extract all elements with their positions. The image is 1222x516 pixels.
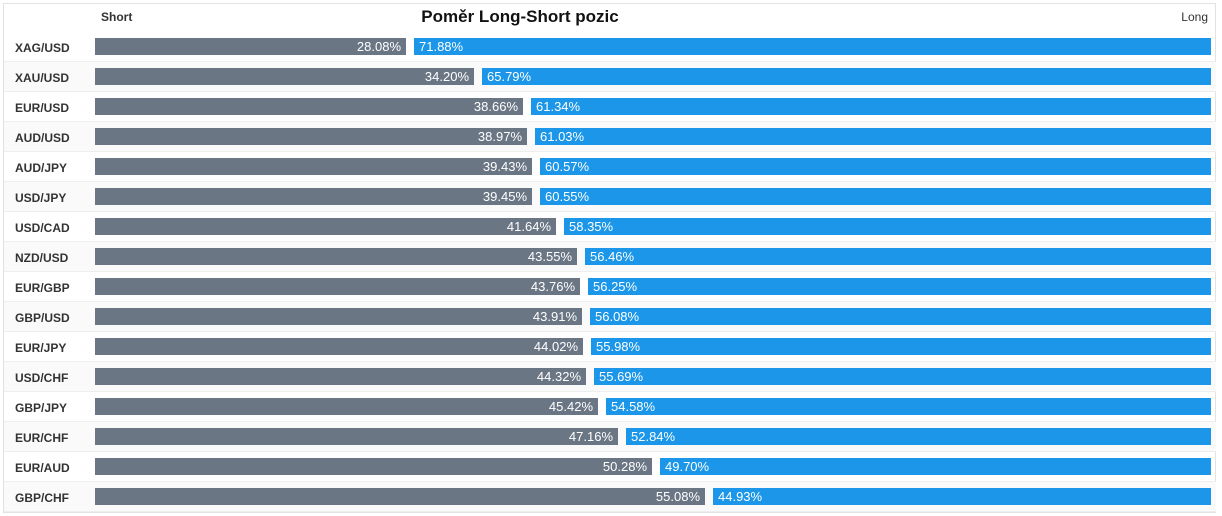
long-bar: 61.03% (535, 128, 1211, 145)
short-bar: 38.97% (95, 128, 527, 145)
row-divider (4, 91, 1216, 92)
long-bar: 54.58% (606, 398, 1211, 415)
currency-pair-label: EUR/GBP (15, 281, 70, 295)
long-bar: 61.34% (531, 98, 1211, 115)
table-row: USD/CHF 44.32% 55.69% (4, 362, 1216, 392)
short-bar: 39.43% (95, 158, 532, 175)
currency-pair-label: EUR/JPY (15, 341, 67, 355)
short-bar: 38.66% (95, 98, 523, 115)
currency-pair-label: GBP/CHF (15, 491, 69, 505)
short-bar: 55.08% (95, 488, 705, 505)
table-row: AUD/JPY 39.43% 60.57% (4, 152, 1216, 182)
table-row: EUR/GBP 43.76% 56.25% (4, 272, 1216, 302)
long-bar: 56.25% (588, 278, 1211, 295)
long-bar: 52.84% (626, 428, 1211, 445)
currency-pair-label: USD/CHF (15, 371, 69, 385)
row-divider (4, 451, 1216, 452)
short-bar: 44.02% (95, 338, 583, 355)
currency-pair-label: USD/JPY (15, 191, 67, 205)
currency-pair-label: AUD/JPY (15, 161, 68, 175)
table-row: XAU/USD 34.20% 65.79% (4, 62, 1216, 92)
table-row: EUR/AUD 50.28% 49.70% (4, 452, 1216, 482)
table-row: EUR/CHF 47.16% 52.84% (4, 422, 1216, 452)
long-bar: 60.55% (540, 188, 1211, 205)
currency-pair-label: GBP/JPY (15, 401, 68, 415)
currency-pair-label: GBP/USD (15, 311, 70, 325)
short-bar: 34.20% (95, 68, 474, 85)
short-bar: 43.76% (95, 278, 580, 295)
table-row: EUR/JPY 44.02% 55.98% (4, 332, 1216, 362)
row-divider (4, 211, 1216, 212)
row-divider (4, 421, 1216, 422)
table-row: GBP/JPY 45.42% 54.58% (4, 392, 1216, 422)
short-bar: 45.42% (95, 398, 598, 415)
row-divider (4, 241, 1216, 242)
currency-pair-label: EUR/USD (15, 101, 70, 115)
currency-pair-label: NZD/USD (15, 251, 69, 265)
row-divider (4, 121, 1216, 122)
row-divider (4, 181, 1216, 182)
long-bar: 55.98% (591, 338, 1211, 355)
short-column-header: Short (101, 10, 133, 24)
currency-pair-label: XAG/USD (15, 41, 70, 55)
table-row: EUR/USD 38.66% 61.34% (4, 92, 1216, 122)
table-row: XAG/USD 28.08% 71.88% (4, 32, 1216, 62)
long-bar: 60.57% (540, 158, 1211, 175)
long-bar: 58.35% (564, 218, 1211, 235)
row-divider (4, 61, 1216, 62)
currency-pair-label: AUD/USD (15, 131, 70, 145)
long-bar: 55.69% (594, 368, 1211, 385)
table-row: USD/JPY 39.45% 60.55% (4, 182, 1216, 212)
row-divider (4, 331, 1216, 332)
currency-pair-label: EUR/CHF (15, 431, 69, 445)
row-divider (4, 151, 1216, 152)
table-row: GBP/USD 43.91% 56.08% (4, 302, 1216, 332)
short-bar: 43.91% (95, 308, 582, 325)
short-bar: 43.55% (95, 248, 577, 265)
short-bar: 41.64% (95, 218, 556, 235)
long-bar: 49.70% (660, 458, 1211, 475)
row-divider (4, 481, 1216, 482)
long-bar: 56.08% (590, 308, 1211, 325)
long-bar: 71.88% (414, 38, 1211, 55)
short-bar: 28.08% (95, 38, 406, 55)
row-divider (4, 361, 1216, 362)
currency-pair-label: USD/CAD (15, 221, 70, 235)
table-row: AUD/USD 38.97% 61.03% (4, 122, 1216, 152)
long-bar: 65.79% (482, 68, 1211, 85)
chart-title: Poměr Long-Short pozic (421, 7, 619, 26)
row-divider (4, 511, 1216, 512)
row-divider (4, 271, 1216, 272)
table-row: NZD/USD 43.55% 56.46% (4, 242, 1216, 272)
row-divider (4, 391, 1216, 392)
short-bar: 44.32% (95, 368, 586, 385)
short-bar: 39.45% (95, 188, 532, 205)
table-row: USD/CAD 41.64% 58.35% (4, 212, 1216, 242)
long-bar: 56.46% (585, 248, 1211, 265)
currency-pair-label: XAU/USD (15, 71, 70, 85)
row-divider (4, 301, 1216, 302)
table-row: GBP/CHF 55.08% 44.93% (4, 482, 1216, 512)
long-bar: 44.93% (713, 488, 1211, 505)
short-bar: 50.28% (95, 458, 652, 475)
long-column-header: Long (1181, 10, 1208, 24)
short-bar: 47.16% (95, 428, 618, 445)
currency-pair-label: EUR/AUD (15, 461, 70, 475)
